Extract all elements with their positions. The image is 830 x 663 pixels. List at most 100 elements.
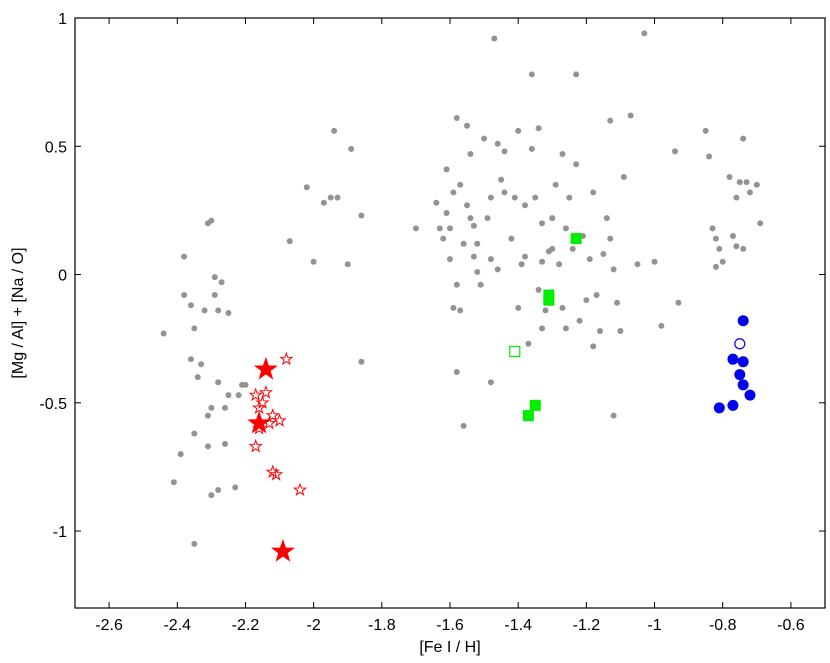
data-point-dot [522,202,528,209]
data-point-dot [160,330,167,337]
data-point-dot [614,299,621,306]
data-point-dot [641,30,648,37]
data-point-dot [590,189,597,196]
data-point-dot [743,179,750,186]
data-point-dot [522,253,528,260]
x-tick-label: -2.2 [232,617,260,634]
data-point-dot [508,235,515,242]
data-point-dot [716,245,723,252]
data-point-dot [651,258,658,265]
data-point-dot [440,235,447,242]
data-point-dot [457,307,464,314]
data-point-dot [593,292,600,299]
data-point-dot [443,209,450,216]
data-point-dot [208,492,215,499]
data-point-dot [310,258,317,265]
data-point-dot [620,174,627,181]
data-point-star-open [258,384,274,399]
data-point-dot [348,145,355,152]
data-point-dot [181,253,188,260]
data-point-dot [191,430,198,437]
data-point-dot [515,304,522,311]
data-point-dot [501,189,508,196]
data-point-dot [181,292,188,299]
x-tick-label: -1.2 [573,617,601,634]
data-point-dot [303,184,310,191]
data-point-dot [600,251,607,257]
data-point-dot [528,71,535,78]
data-point-square-filled [543,294,555,306]
data-point-dot [556,261,563,268]
data-point-dot [566,194,573,201]
data-point-dot [740,135,747,142]
data-point-dot [191,325,198,332]
data-point-dot [320,199,327,206]
data-point-star-filled [271,539,295,562]
data-point-dot [532,194,539,201]
data-point-dot [736,179,743,186]
data-point-dot [477,281,484,288]
data-point-dot [583,297,590,304]
data-point-star-open [251,420,267,435]
data-point-dot [747,189,753,196]
data-point-dot [467,215,474,222]
data-point-circle-filled [737,315,749,327]
x-tick-label: -0.6 [777,617,805,634]
data-point-star-open [248,387,263,402]
data-point-dot [344,261,351,268]
data-point-dot [552,181,559,188]
data-point-dot [658,322,665,329]
data-point-dot [539,325,546,332]
data-point-star-filled [254,356,278,380]
data-point-dot [177,451,184,458]
data-point-dot [191,540,198,547]
data-point-dot [235,392,242,399]
data-point-dot [484,215,491,222]
data-point-dot [225,310,232,316]
data-point-dot [215,307,222,314]
data-point-square-filled [570,233,582,245]
data-point-dot [358,358,365,365]
data-point-dot [215,379,222,386]
data-point-dot [539,220,546,227]
data-point-dot [204,412,211,419]
data-point-dot [436,225,443,232]
data-point-dot [494,140,501,147]
data-point-dot [501,148,508,155]
data-point-dot [187,356,194,363]
data-point-dot [498,176,505,183]
y-axis-label: [Mg / Al] + [Na / O] [10,247,27,378]
data-point-dot [729,233,736,240]
data-point-dot [412,225,419,232]
data-point-dot [487,256,494,263]
data-point-dot [518,261,525,268]
data-point-circle-filled [737,379,749,391]
data-point-dot [225,392,232,399]
x-tick-label: -1 [647,617,661,634]
data-point-dot [470,253,477,260]
data-point-dot [286,238,293,245]
data-point-dot [535,125,542,132]
data-point-dot [672,148,678,155]
data-point-circle-filled [727,399,739,411]
data-point-dot [194,374,201,381]
data-point-dot [726,174,733,181]
data-point-dot [607,117,614,124]
data-point-dot [569,245,576,252]
data-point-dot [334,194,341,201]
data-point-dot [562,325,569,332]
data-point-dot [187,302,194,309]
x-tick-label: -2 [307,617,321,634]
data-point-dot [706,153,713,160]
data-point-dot [218,279,225,286]
data-point-dot [610,266,617,273]
data-point-dot [559,150,566,157]
data-point-dot [470,222,477,229]
data-point-dot [603,215,610,222]
x-tick-label: -2.6 [95,617,123,634]
data-point-dot [208,217,215,224]
data-point-dot [487,379,494,386]
data-point-dot [447,256,453,263]
data-point-dot [549,215,556,222]
data-point-dot [453,369,460,375]
